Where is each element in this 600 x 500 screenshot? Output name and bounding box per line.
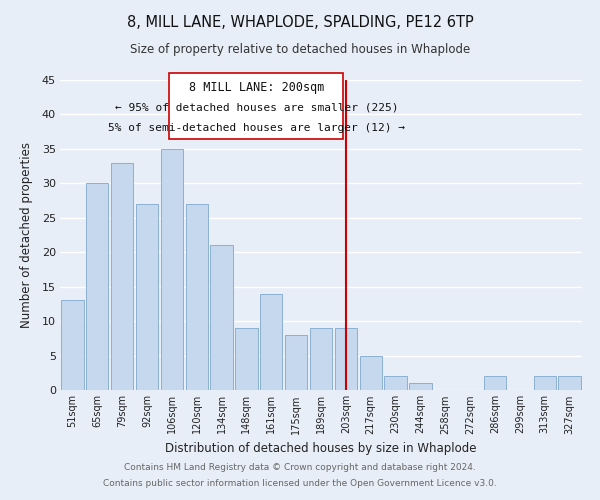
Bar — [260, 294, 283, 390]
Bar — [359, 356, 382, 390]
Bar — [136, 204, 158, 390]
Bar — [161, 149, 183, 390]
Bar — [409, 383, 431, 390]
Bar — [385, 376, 407, 390]
Bar — [484, 376, 506, 390]
Y-axis label: Number of detached properties: Number of detached properties — [20, 142, 34, 328]
Bar — [111, 162, 133, 390]
Bar — [86, 184, 109, 390]
Bar — [310, 328, 332, 390]
Bar — [559, 376, 581, 390]
Text: Size of property relative to detached houses in Whaplode: Size of property relative to detached ho… — [130, 42, 470, 56]
Bar — [285, 335, 307, 390]
X-axis label: Distribution of detached houses by size in Whaplode: Distribution of detached houses by size … — [165, 442, 477, 455]
Text: 8 MILL LANE: 200sqm: 8 MILL LANE: 200sqm — [188, 82, 324, 94]
Text: Contains public sector information licensed under the Open Government Licence v3: Contains public sector information licen… — [103, 478, 497, 488]
Bar — [533, 376, 556, 390]
Text: Contains HM Land Registry data © Crown copyright and database right 2024.: Contains HM Land Registry data © Crown c… — [124, 464, 476, 472]
Bar — [335, 328, 357, 390]
Bar — [235, 328, 257, 390]
Bar — [211, 246, 233, 390]
Text: 8, MILL LANE, WHAPLODE, SPALDING, PE12 6TP: 8, MILL LANE, WHAPLODE, SPALDING, PE12 6… — [127, 15, 473, 30]
Bar — [169, 73, 343, 138]
Bar — [61, 300, 83, 390]
Text: 5% of semi-detached houses are larger (12) →: 5% of semi-detached houses are larger (1… — [108, 122, 405, 132]
Text: ← 95% of detached houses are smaller (225): ← 95% of detached houses are smaller (22… — [115, 102, 398, 112]
Bar — [185, 204, 208, 390]
